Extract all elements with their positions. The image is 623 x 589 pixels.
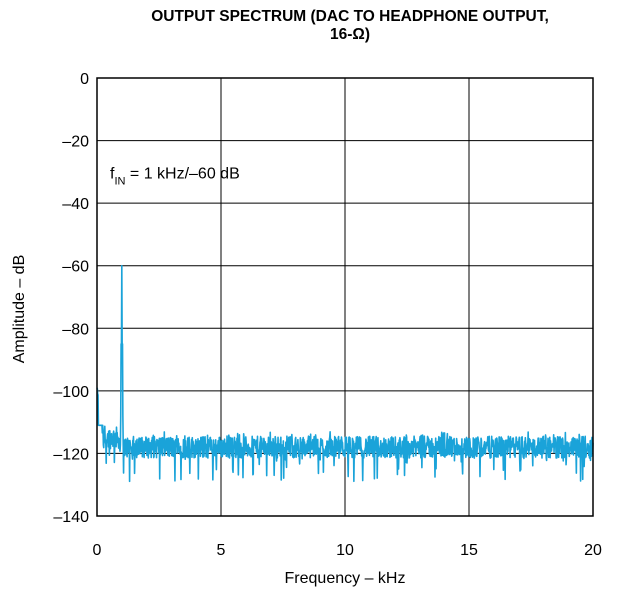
- spectrum-trace: [96, 264, 594, 483]
- y-tick-label-2: –40: [62, 196, 89, 213]
- chart-title-line-1: OUTPUT SPECTRUM (DAC TO HEADPHONE OUTPUT…: [151, 8, 549, 25]
- annotation-subscript: IN: [114, 176, 125, 188]
- y-tick-label-0: 0: [80, 71, 89, 88]
- y-tick-label-5: –100: [53, 384, 89, 401]
- x-tick-label-0: 0: [93, 542, 102, 559]
- y-tick-labels: 0 –20 –40 –60 –80 –100 –120 –140: [53, 71, 89, 526]
- y-tick-label-4: –80: [62, 321, 89, 338]
- y-tick-label-1: –20: [62, 134, 89, 151]
- x-tick-label-3: 15: [460, 542, 478, 559]
- y-tick-label-7: –140: [53, 509, 89, 526]
- annotation-f: f: [110, 166, 115, 183]
- x-tick-label-1: 5: [217, 542, 226, 559]
- annotation-text: = 1 kHz/–60 dB: [125, 166, 239, 183]
- x-tick-label-4: 20: [584, 542, 602, 559]
- x-tick-labels: 0 5 10 15 20: [93, 542, 602, 559]
- y-axis-label: Amplitude – dB: [11, 255, 28, 364]
- y-tick-label-3: –60: [62, 259, 89, 276]
- series-group: [96, 264, 594, 483]
- signal-annotation: fIN = 1 kHz/–60 dB: [110, 166, 240, 188]
- x-tick-label-2: 10: [336, 542, 354, 559]
- y-tick-label-6: –120: [53, 446, 89, 463]
- x-axis-label: Frequency – kHz: [285, 570, 406, 587]
- chart-title: OUTPUT SPECTRUM (DAC TO HEADPHONE OUTPUT…: [60, 8, 623, 44]
- chart-title-line-2: 16-Ω): [330, 26, 370, 43]
- plot-frame: [96, 77, 594, 517]
